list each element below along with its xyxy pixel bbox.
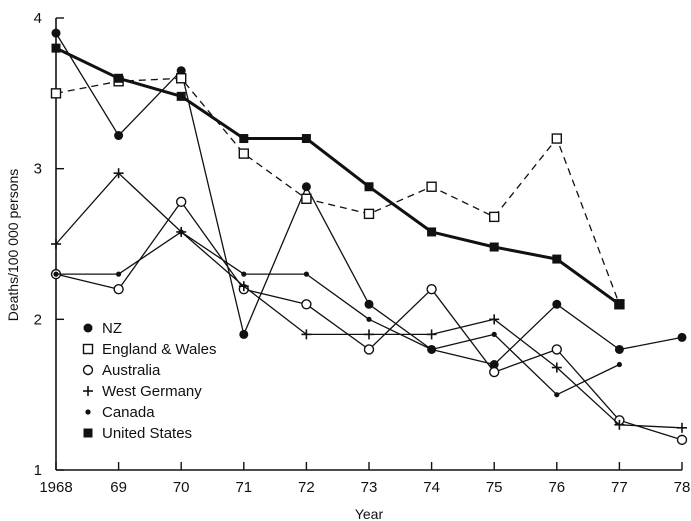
data-point-canada — [554, 392, 560, 398]
legend-label: United States — [102, 425, 192, 442]
x-tick-label: 77 — [611, 479, 628, 496]
data-point-united-states — [552, 254, 562, 264]
data-point-canada — [53, 271, 59, 277]
data-point-west-germany — [301, 329, 312, 340]
x-tick-label: 74 — [423, 479, 440, 496]
data-point-nz — [176, 66, 186, 76]
legend-label: NZ — [102, 320, 122, 337]
legend-marker — [83, 323, 93, 333]
legend-label: Australia — [102, 362, 161, 379]
x-tick-label: 73 — [361, 479, 378, 496]
series-nz — [51, 28, 687, 370]
data-point-australia — [426, 284, 437, 295]
data-point-canada — [491, 331, 497, 337]
series-line-canada — [56, 231, 620, 396]
data-point-nz — [552, 299, 562, 309]
data-point-west-germany — [677, 422, 687, 433]
series-west-germany — [51, 168, 687, 433]
data-point-west-germany — [614, 419, 625, 430]
data-point-australia — [489, 366, 500, 378]
data-point-england-wales — [301, 193, 312, 205]
y-tick-label: 4 — [34, 10, 42, 27]
data-point-nz — [239, 329, 249, 339]
x-tick-label: 1968 — [39, 479, 72, 496]
data-point-nz — [364, 299, 374, 309]
data-point-england-wales — [489, 211, 500, 223]
legend-label: Canada — [102, 404, 155, 421]
legend-marker — [82, 364, 94, 376]
legend-label: England & Wales — [102, 341, 217, 358]
x-tick-label: 76 — [548, 479, 565, 496]
data-point-united-states — [364, 182, 374, 192]
data-point-canada — [366, 316, 372, 322]
data-point-canada — [116, 271, 122, 277]
legend-marker — [82, 343, 94, 355]
data-point-australia — [175, 196, 187, 208]
data-point-west-germany — [426, 329, 437, 340]
data-point-canada — [616, 361, 623, 368]
data-point-west-germany — [113, 168, 124, 179]
data-point-united-states — [489, 242, 499, 252]
legend-marker — [83, 428, 93, 438]
data-point-west-germany — [551, 362, 562, 373]
x-tick-label: 75 — [486, 479, 503, 496]
series-line-united-states — [55, 46, 621, 306]
data-point-canada — [303, 271, 309, 277]
data-point-canada — [429, 346, 435, 353]
data-point-united-states — [427, 227, 437, 237]
data-point-australia — [363, 344, 375, 355]
series-layer — [50, 28, 688, 446]
y-tick-label: 2 — [34, 311, 42, 328]
series-united-states — [51, 43, 624, 309]
data-point-west-germany — [489, 314, 500, 325]
data-point-england-wales — [50, 88, 62, 99]
legend-label: West Germany — [102, 383, 202, 400]
data-point-nz — [489, 360, 499, 370]
legend-marker — [85, 409, 91, 415]
data-point-nz — [677, 332, 687, 342]
data-point-canada — [178, 229, 184, 235]
data-point-england-wales — [551, 133, 562, 144]
data-point-west-germany — [364, 329, 374, 340]
data-point-united-states — [114, 73, 124, 83]
x-axis-title: Year — [355, 506, 384, 521]
legend-marker — [83, 386, 93, 396]
data-point-england-wales — [238, 148, 250, 159]
series-line-nz — [55, 32, 683, 366]
y-tick-label: 1 — [34, 462, 42, 479]
data-point-canada — [241, 271, 247, 277]
data-point-west-germany — [51, 239, 61, 249]
data-point-united-states — [176, 91, 186, 101]
data-point-australia — [113, 284, 124, 295]
series-line-england-wales — [55, 77, 621, 305]
data-point-england-wales — [426, 181, 437, 192]
data-point-australia — [676, 434, 688, 446]
data-point-australia — [301, 299, 312, 310]
x-tick-label: 78 — [674, 479, 691, 496]
legend: NZ England & Wales Australia West Germany Ca… — [82, 320, 217, 442]
data-point-nz — [51, 28, 61, 38]
series-canada — [53, 229, 623, 398]
data-point-united-states — [51, 43, 61, 53]
data-point-united-states — [239, 134, 249, 144]
data-point-united-states — [301, 134, 311, 144]
data-point-australia — [551, 344, 562, 355]
ticks: 1968 69 70 71 72 73 74 75 76 77 78 1 2 3 4 — [34, 10, 691, 496]
x-tick-label: 69 — [110, 479, 127, 496]
data-point-england-wales — [363, 208, 375, 220]
data-point-west-germany — [238, 281, 249, 292]
x-tick-label: 71 — [235, 479, 252, 496]
x-tick-label: 72 — [298, 479, 315, 496]
data-point-nz — [114, 131, 124, 141]
data-point-nz — [614, 344, 624, 354]
data-point-nz — [301, 182, 311, 192]
data-point-england-wales — [175, 73, 187, 84]
data-point-united-states — [614, 299, 624, 309]
y-axis-title: Deaths/100 000 persons — [5, 169, 21, 322]
x-tick-label: 70 — [173, 479, 190, 496]
y-tick-label: 3 — [34, 161, 42, 178]
